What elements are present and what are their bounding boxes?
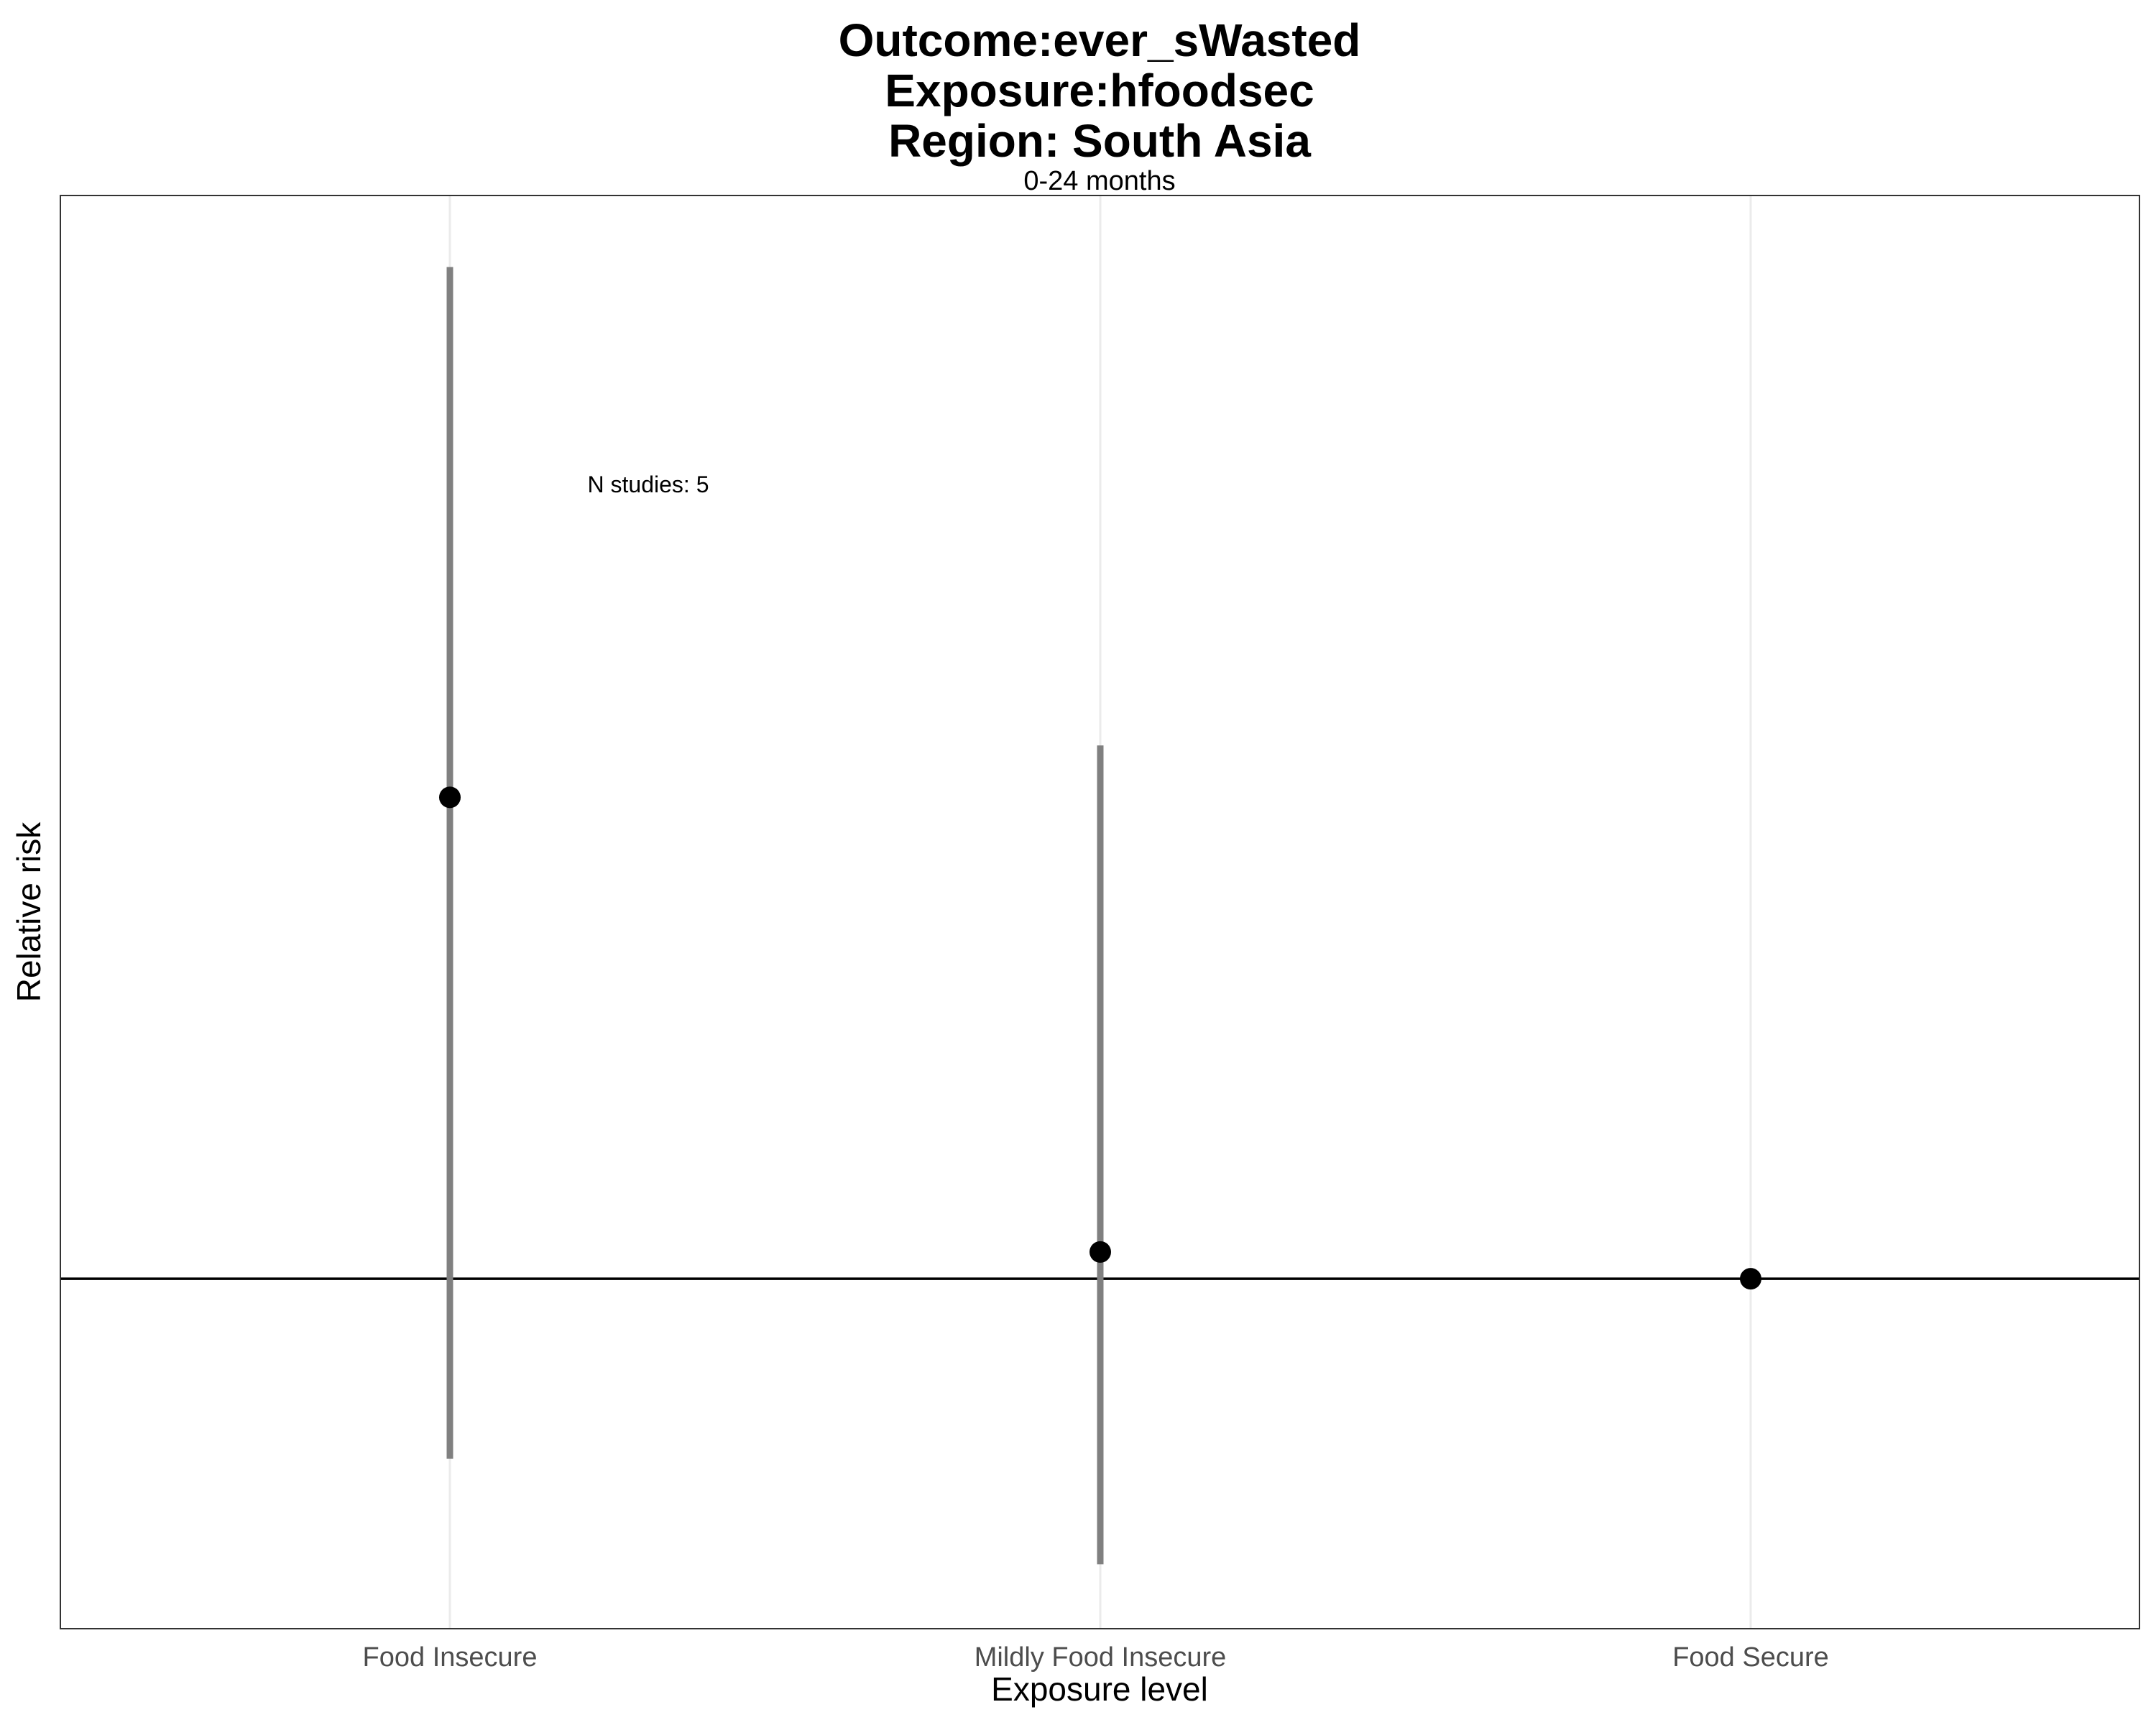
x-tick-label-0: Food Insecure [363,1642,538,1673]
x-tick-label-1: Mildly Food Insecure [975,1642,1227,1673]
chart-title-line-1: Outcome:ever_sWasted [839,14,1361,66]
estimate-point-1 [1089,1241,1111,1263]
chart-subtitle: 0-24 months [1023,166,1175,196]
chart-title-line-3: Region: South Asia [888,115,1311,167]
plot-marks [60,267,2139,1565]
chart-title-line-2: Exposure:hfoodsec [885,65,1314,116]
estimate-point-0 [439,786,461,809]
x-axis-title: Exposure level [991,1670,1208,1708]
estimate-point-2 [1740,1268,1761,1290]
y-axis-title: Relative risk [10,822,47,1003]
x-tick-label-2: Food Secure [1672,1642,1829,1673]
x-tick-labels: Food Insecure Mildly Food Insecure Food Se… [363,1642,1829,1673]
n-studies-annotation: N studies: 5 [588,472,709,497]
panel-border [60,195,2140,1629]
